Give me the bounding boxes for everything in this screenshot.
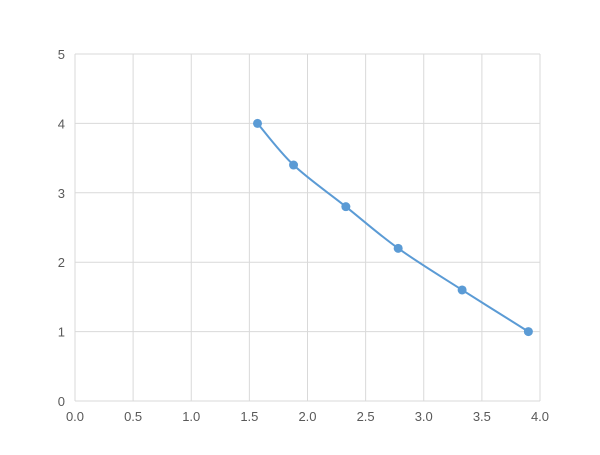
data-point: [341, 202, 351, 212]
x-tick-label: 4.0: [531, 409, 549, 424]
y-tick-label: 1: [58, 325, 65, 340]
x-tick-label: 1.0: [182, 409, 200, 424]
x-tick-label: 3.5: [473, 409, 491, 424]
x-tick-label: 2.5: [357, 409, 375, 424]
data-point: [523, 327, 533, 337]
x-tick-label: 3.0: [415, 409, 433, 424]
data-point: [289, 160, 299, 170]
y-tick-label: 3: [58, 186, 65, 201]
y-tick-label: 4: [58, 116, 65, 131]
y-tick-label: 0: [58, 394, 65, 409]
x-axis-ticks: 0.0 0.5 1.0 1.5 2.0 2.5 3.0 3.5 4.0: [66, 409, 549, 424]
series-line: [256, 122, 529, 333]
data-point: [457, 285, 467, 295]
x-tick-label: 2.0: [298, 409, 316, 424]
series: [253, 118, 533, 337]
data-point: [393, 243, 403, 253]
x-tick-label: 1.5: [240, 409, 258, 424]
y-tick-label: 5: [58, 47, 65, 62]
grid: [74, 53, 541, 402]
x-tick-label: 0.0: [66, 409, 84, 424]
data-point: [253, 118, 263, 128]
y-tick-label: 2: [58, 255, 65, 270]
y-axis-ticks: 0 1 2 3 4 5: [58, 47, 65, 409]
x-tick-label: 0.5: [124, 409, 142, 424]
